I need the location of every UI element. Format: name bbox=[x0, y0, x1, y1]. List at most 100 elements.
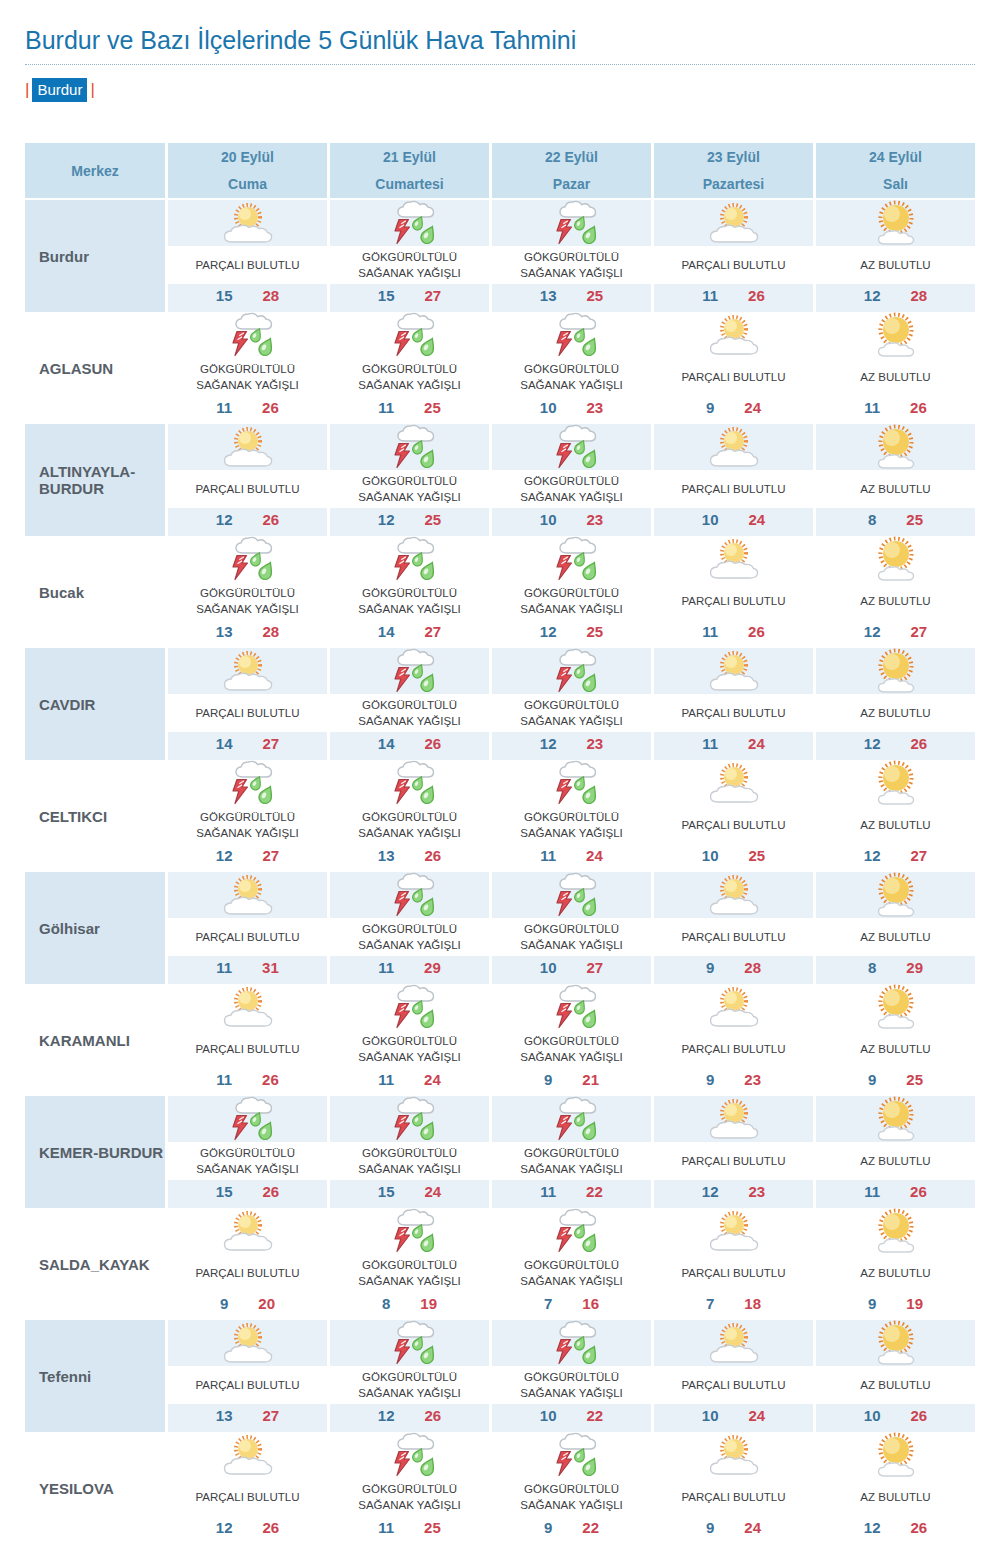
max-temp: 28 bbox=[263, 623, 280, 640]
parcali-bulutlu-icon bbox=[707, 202, 761, 248]
district-name: AGLASUN bbox=[25, 312, 165, 424]
min-temp: 12 bbox=[702, 1183, 719, 1200]
max-temp: 24 bbox=[749, 1407, 766, 1424]
header-date: 24 Eylül bbox=[869, 147, 922, 167]
min-temp: 11 bbox=[540, 1183, 556, 1200]
condition-label: PARÇALI BULUTLU bbox=[682, 705, 786, 721]
forecast-cell: GÖKGÜRÜLTÜLÜ SAĞANAK YAĞIŞLI 9 21 bbox=[492, 984, 651, 1096]
tab-separator-right: | bbox=[90, 80, 94, 100]
forecast-cell: GÖKGÜRÜLTÜLÜ SAĞANAK YAĞIŞLI 11 25 bbox=[330, 312, 489, 424]
min-temp: 11 bbox=[216, 959, 232, 976]
tab-separator-left: | bbox=[25, 80, 29, 100]
forecast-cell: GÖKGÜRÜLTÜLÜ SAĞANAK YAĞIŞLI 13 25 bbox=[492, 200, 651, 312]
max-temp: 21 bbox=[582, 1071, 599, 1088]
max-temp: 28 bbox=[263, 287, 280, 304]
max-temp: 29 bbox=[424, 959, 441, 976]
forecast-cell: PARÇALI BULUTLU 11 26 bbox=[654, 536, 813, 648]
min-temp: 9 bbox=[706, 959, 714, 976]
condition-label: PARÇALI BULUTLU bbox=[682, 369, 786, 385]
condition-label: PARÇALI BULUTLU bbox=[682, 593, 786, 609]
district-name: Burdur bbox=[25, 200, 165, 312]
min-temp: 9 bbox=[706, 1519, 714, 1536]
parcali-bulutlu-icon bbox=[221, 202, 275, 248]
max-temp: 25 bbox=[906, 1071, 923, 1088]
parcali-bulutlu-icon bbox=[221, 1322, 275, 1368]
min-temp: 11 bbox=[216, 399, 232, 416]
az-bulutlu-icon bbox=[869, 198, 923, 248]
max-temp: 16 bbox=[582, 1295, 599, 1312]
max-temp: 25 bbox=[425, 511, 442, 528]
header-date: 23 Eylül bbox=[707, 147, 760, 167]
min-temp: 10 bbox=[702, 847, 719, 864]
forecast-row: Tefenni PARÇALI BULUTLU 13 27 GÖK bbox=[25, 1320, 975, 1432]
forecast-cell: PARÇALI BULUTLU 12 26 bbox=[168, 1432, 327, 1544]
min-temp: 12 bbox=[540, 735, 557, 752]
condition-label: GÖKGÜRÜLTÜLÜ SAĞANAK YAĞIŞLI bbox=[349, 921, 471, 953]
max-temp: 27 bbox=[587, 959, 604, 976]
forecast-cell: PARÇALI BULUTLU 9 20 bbox=[168, 1208, 327, 1320]
condition-label: GÖKGÜRÜLTÜLÜ SAĞANAK YAĞIŞLI bbox=[511, 921, 633, 953]
tab-burdur[interactable]: Burdur bbox=[32, 78, 87, 102]
forecast-cell: GÖKGÜRÜLTÜLÜ SAĞANAK YAĞIŞLI 14 27 bbox=[330, 536, 489, 648]
condition-label: GÖKGÜRÜLTÜLÜ SAĞANAK YAĞIŞLI bbox=[349, 585, 471, 617]
min-temp: 9 bbox=[706, 1071, 714, 1088]
max-temp: 22 bbox=[582, 1519, 599, 1536]
forecast-cell: PARÇALI BULUTLU 11 26 bbox=[168, 984, 327, 1096]
max-temp: 27 bbox=[911, 623, 928, 640]
forecast-row: KEMER-BURDUR GÖKGÜRÜLTÜLÜ SAĞANAK YAĞIŞL… bbox=[25, 1096, 975, 1208]
min-temp: 15 bbox=[216, 287, 233, 304]
az-bulutlu-icon bbox=[869, 422, 923, 472]
forecast-row: Gölhisar PARÇALI BULUTLU 11 31 GÖ bbox=[25, 872, 975, 984]
max-temp: 23 bbox=[587, 399, 604, 416]
max-temp: 18 bbox=[744, 1295, 761, 1312]
max-temp: 26 bbox=[911, 1407, 928, 1424]
max-temp: 26 bbox=[425, 1407, 442, 1424]
min-temp: 12 bbox=[216, 847, 233, 864]
parcali-bulutlu-icon bbox=[221, 986, 275, 1032]
gokgurultulu-saganak-yagisli-icon bbox=[545, 1206, 599, 1256]
max-temp: 20 bbox=[258, 1295, 275, 1312]
gokgurultulu-saganak-yagisli-icon bbox=[545, 1094, 599, 1144]
max-temp: 27 bbox=[425, 287, 442, 304]
parcali-bulutlu-icon bbox=[221, 1210, 275, 1256]
az-bulutlu-icon bbox=[869, 1430, 923, 1480]
max-temp: 31 bbox=[262, 959, 279, 976]
condition-label: GÖKGÜRÜLTÜLÜ SAĞANAK YAĞIŞLI bbox=[349, 809, 471, 841]
district-name: CELTIKCI bbox=[25, 760, 165, 872]
max-temp: 27 bbox=[263, 1407, 280, 1424]
city-tabs: | Burdur | bbox=[25, 77, 975, 103]
forecast-cell: GÖKGÜRÜLTÜLÜ SAĞANAK YAĞIŞLI 15 24 bbox=[330, 1096, 489, 1208]
gokgurultulu-saganak-yagisli-icon bbox=[383, 534, 437, 584]
condition-label: GÖKGÜRÜLTÜLÜ SAĞANAK YAĞIŞLI bbox=[187, 1145, 309, 1177]
max-temp: 26 bbox=[425, 735, 442, 752]
min-temp: 8 bbox=[868, 959, 876, 976]
column-header-day-2: 22 EylülPazar bbox=[492, 143, 651, 198]
forecast-cell: PARÇALI BULUTLU 7 18 bbox=[654, 1208, 813, 1320]
condition-label: PARÇALI BULUTLU bbox=[196, 705, 300, 721]
column-header-day-0: 20 EylülCuma bbox=[168, 143, 327, 198]
min-temp: 9 bbox=[868, 1295, 876, 1312]
min-temp: 11 bbox=[864, 399, 880, 416]
max-temp: 26 bbox=[262, 399, 279, 416]
condition-label: PARÇALI BULUTLU bbox=[682, 481, 786, 497]
forecast-cell: AZ BULUTLU 9 19 bbox=[816, 1208, 975, 1320]
max-temp: 27 bbox=[263, 735, 280, 752]
forecast-cell: GÖKGÜRÜLTÜLÜ SAĞANAK YAĞIŞLI 12 26 bbox=[330, 1320, 489, 1432]
forecast-cell: GÖKGÜRÜLTÜLÜ SAĞANAK YAĞIŞLI 11 26 bbox=[168, 312, 327, 424]
condition-label: AZ BULUTLU bbox=[860, 593, 930, 609]
forecast-cell: AZ BULUTLU 11 26 bbox=[816, 312, 975, 424]
min-temp: 9 bbox=[220, 1295, 228, 1312]
header-date: 20 Eylül bbox=[221, 147, 274, 167]
min-temp: 12 bbox=[864, 735, 881, 752]
max-temp: 24 bbox=[744, 399, 761, 416]
condition-label: GÖKGÜRÜLTÜLÜ SAĞANAK YAĞIŞLI bbox=[349, 1257, 471, 1289]
condition-label: AZ BULUTLU bbox=[860, 257, 930, 273]
gokgurultulu-saganak-yagisli-icon bbox=[545, 310, 599, 360]
forecast-row: ALTINYAYLA-BURDUR PARÇALI BULUTLU 12 26 bbox=[25, 424, 975, 536]
parcali-bulutlu-icon bbox=[221, 1434, 275, 1480]
condition-label: PARÇALI BULUTLU bbox=[682, 1265, 786, 1281]
forecast-cell: GÖKGÜRÜLTÜLÜ SAĞANAK YAĞIŞLI 10 27 bbox=[492, 872, 651, 984]
parcali-bulutlu-icon bbox=[707, 314, 761, 360]
condition-label: GÖKGÜRÜLTÜLÜ SAĞANAK YAĞIŞLI bbox=[349, 697, 471, 729]
condition-label: AZ BULUTLU bbox=[860, 929, 930, 945]
